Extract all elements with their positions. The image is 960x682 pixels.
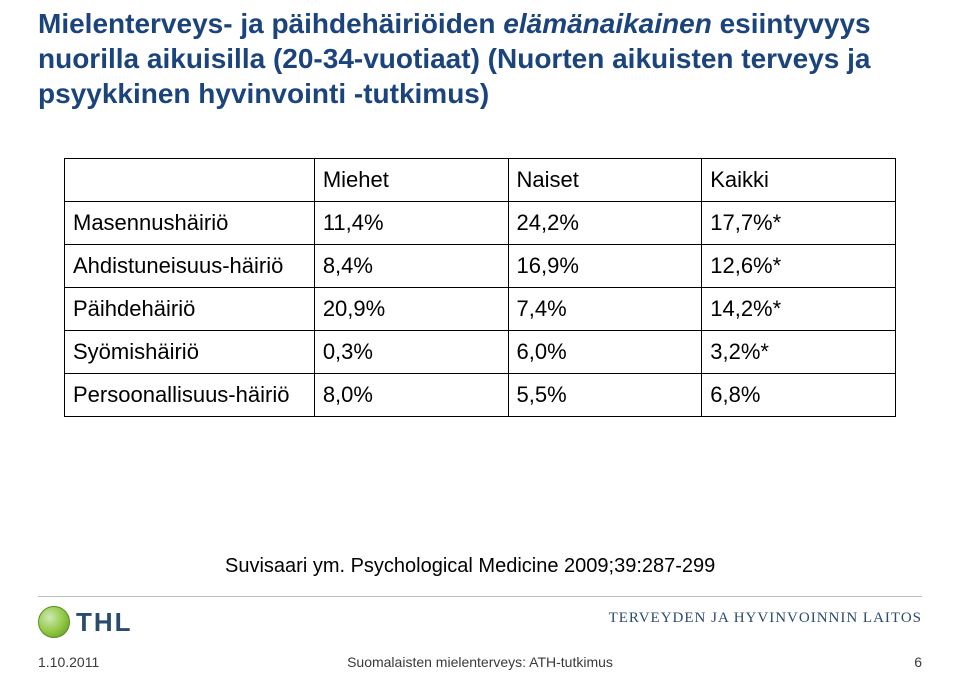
cell: 16,9% bbox=[508, 245, 702, 288]
slide: Mielenterveys- ja päihdehäiriöiden elämä… bbox=[0, 0, 960, 682]
cell: 8,0% bbox=[314, 374, 508, 417]
row-label: Syömishäiriö bbox=[65, 331, 315, 374]
slide-title: Mielenterveys- ja päihdehäiriöiden elämä… bbox=[38, 6, 928, 111]
table-row: Persoonallisuus-häiriö 8,0% 5,5% 6,8% bbox=[65, 374, 896, 417]
organisation-name: TERVEYDEN JA HYVINVOINNIN LAITOS bbox=[609, 610, 922, 627]
globe-icon bbox=[38, 606, 70, 638]
prevalence-table: Miehet Naiset Kaikki Masennushäiriö 11,4… bbox=[64, 158, 896, 417]
cell: 14,2%* bbox=[702, 288, 896, 331]
table-header-row: Miehet Naiset Kaikki bbox=[65, 159, 896, 202]
cell: 7,4% bbox=[508, 288, 702, 331]
cell: 24,2% bbox=[508, 202, 702, 245]
table-header-miehet: Miehet bbox=[314, 159, 508, 202]
footer-center: Suomalaisten mielenterveys: ATH-tutkimus bbox=[0, 654, 960, 670]
footer-page-number: 6 bbox=[914, 654, 922, 670]
cell: 17,7%* bbox=[702, 202, 896, 245]
row-label: Masennushäiriö bbox=[65, 202, 315, 245]
cell: 6,8% bbox=[702, 374, 896, 417]
table-row: Masennushäiriö 11,4% 24,2% 17,7%* bbox=[65, 202, 896, 245]
row-label: Päihdehäiriö bbox=[65, 288, 315, 331]
row-label: Ahdistuneisuus-häiriö bbox=[65, 245, 315, 288]
table-header-naiset: Naiset bbox=[508, 159, 702, 202]
cell: 3,2%* bbox=[702, 331, 896, 374]
cell: 6,0% bbox=[508, 331, 702, 374]
logo-text: THL bbox=[76, 607, 133, 638]
cell: 5,5% bbox=[508, 374, 702, 417]
table-row: Syömishäiriö 0,3% 6,0% 3,2%* bbox=[65, 331, 896, 374]
cell: 12,6%* bbox=[702, 245, 896, 288]
cell: 11,4% bbox=[314, 202, 508, 245]
cell: 20,9% bbox=[314, 288, 508, 331]
table-header-blank bbox=[65, 159, 315, 202]
cell: 0,3% bbox=[314, 331, 508, 374]
table-row: Päihdehäiriö 20,9% 7,4% 14,2%* bbox=[65, 288, 896, 331]
citation-text: Suvisaari ym. Psychological Medicine 200… bbox=[225, 555, 715, 578]
cell: 8,4% bbox=[314, 245, 508, 288]
footer-divider bbox=[38, 596, 922, 597]
row-label: Persoonallisuus-häiriö bbox=[65, 374, 315, 417]
table-header-kaikki: Kaikki bbox=[702, 159, 896, 202]
table-row: Ahdistuneisuus-häiriö 8,4% 16,9% 12,6%* bbox=[65, 245, 896, 288]
title-emphasis: elämänaikainen bbox=[503, 8, 712, 39]
title-part1: Mielenterveys- ja päihdehäiriöiden bbox=[38, 8, 503, 39]
thl-logo: THL bbox=[38, 606, 133, 638]
